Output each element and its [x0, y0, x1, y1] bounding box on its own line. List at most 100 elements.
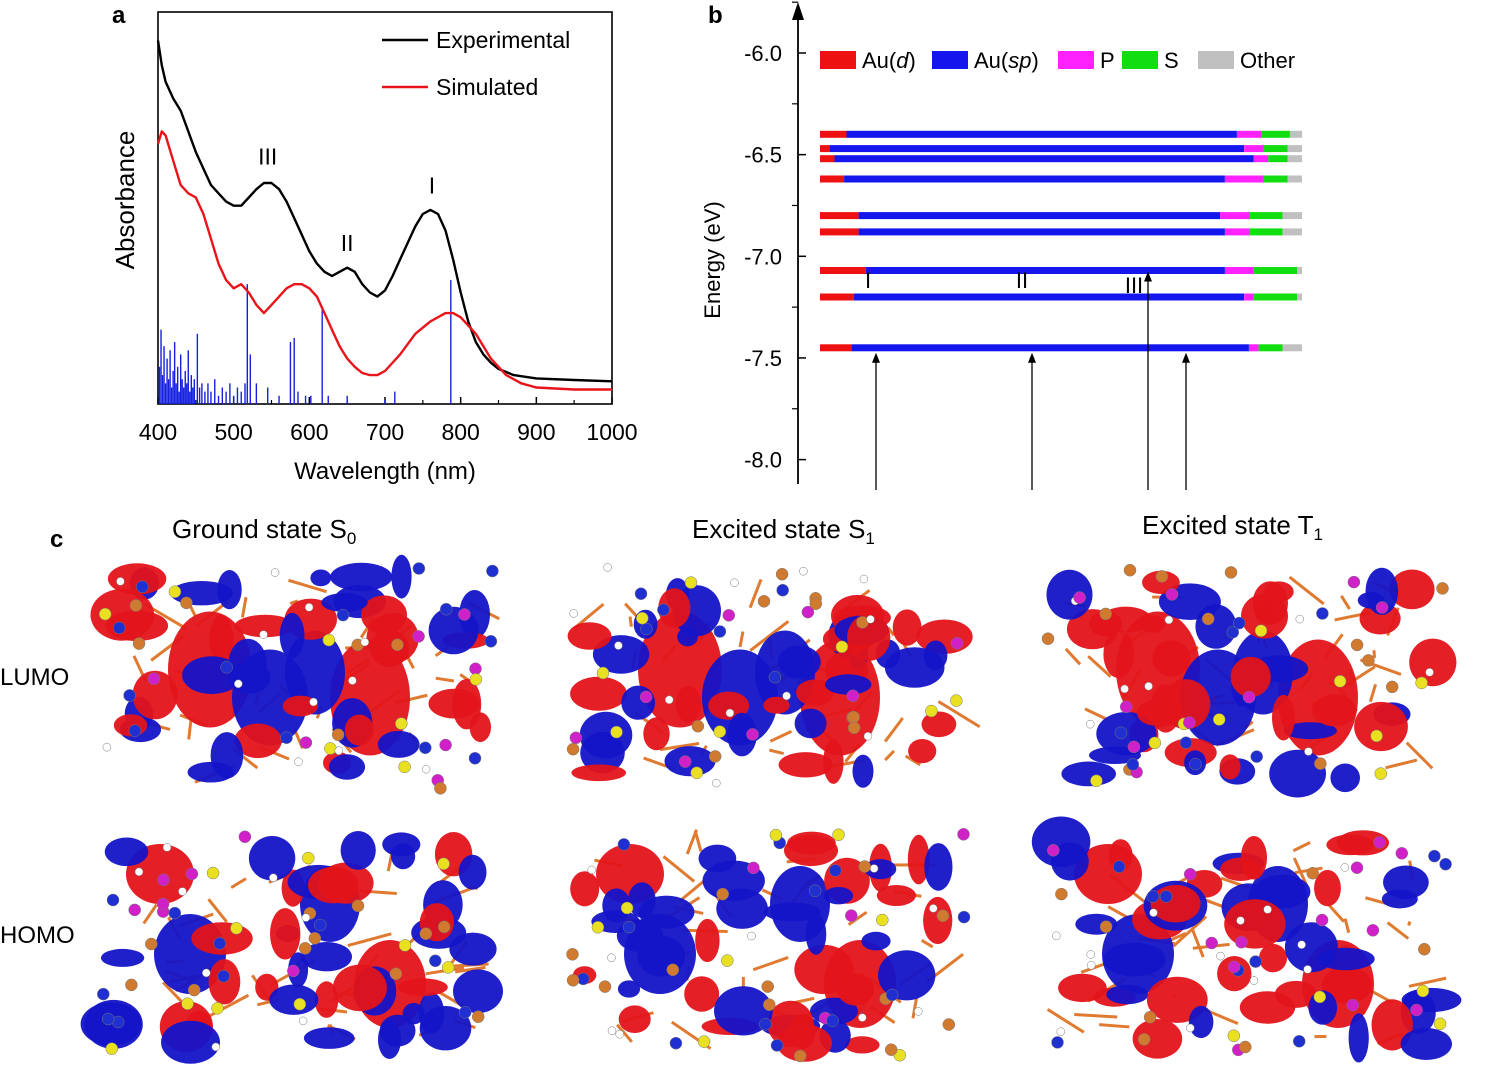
gold-atom: [708, 750, 722, 763]
nitrogen-atom: [106, 893, 120, 907]
level-segment-s: [1249, 212, 1283, 220]
hydrogen-atom: [270, 568, 280, 577]
bond: [883, 717, 904, 743]
gold-atom: [1224, 566, 1238, 579]
phosphorus-atom: [846, 689, 860, 703]
orbital-lobe-negative: [449, 932, 497, 966]
gold-atom: [761, 980, 774, 993]
hydrogen-atom: [1216, 951, 1225, 961]
gold-atom: [716, 887, 729, 901]
orbital-lobe-positive: [708, 691, 750, 720]
bond: [628, 616, 633, 627]
sulfur-atom: [181, 997, 194, 1010]
hydrogen-atom: [1425, 668, 1434, 677]
nitrogen-atom: [1051, 1036, 1064, 1049]
gold-atom: [1099, 607, 1112, 621]
nitrogen-atom: [657, 603, 670, 617]
bond: [1288, 575, 1325, 606]
legend-label-experimental: Experimental: [436, 27, 570, 53]
hydrogen-atom: [1086, 961, 1096, 970]
orbital-lobe-negative: [852, 754, 874, 788]
sulfur-atom: [324, 742, 337, 755]
orbital-lobe-negative: [1051, 842, 1089, 881]
level-segment-s: [1253, 293, 1298, 301]
x-tick-label: 600: [290, 419, 328, 445]
hydrogen-atom: [269, 873, 278, 882]
phosphorus-atom: [299, 736, 313, 749]
gold-atom: [419, 927, 433, 940]
orbital-lobe-positive: [570, 676, 627, 711]
orbital-lobe-negative: [1283, 722, 1337, 740]
sulfur-atom: [1370, 729, 1383, 743]
gold-atom: [471, 1010, 485, 1023]
transition-label: I: [865, 268, 871, 293]
hydrogen-atom: [863, 731, 873, 741]
bond: [615, 1023, 633, 1043]
orbital-lobe-negative: [104, 837, 149, 867]
sulfur-atom: [721, 954, 734, 967]
hydrogen-atom: [914, 1007, 923, 1016]
nitrogen-atom: [314, 918, 327, 932]
orbital-lobe-positive: [1409, 638, 1457, 687]
hydrogen-atom: [869, 864, 879, 873]
phosphorus-atom: [157, 873, 170, 887]
orbital-lobe-negative: [628, 882, 656, 918]
y-tick-label: -8.0: [744, 448, 782, 473]
legend-label-simulated: Simulated: [436, 74, 538, 100]
level-segment-p: [1224, 175, 1264, 183]
nitrogen-atom: [1292, 1035, 1306, 1048]
sulfur-atom: [620, 901, 634, 915]
phosphorus-atom: [722, 609, 736, 622]
orbital-lobe-negative: [428, 606, 479, 655]
orbital-lobe-positive: [332, 964, 387, 1012]
orbital-lobe-positive: [1272, 694, 1295, 741]
sulfur-atom: [1415, 676, 1428, 690]
gold-atom: [1385, 680, 1399, 694]
orbital-lobe-positive: [844, 1036, 880, 1054]
energy-level-diagram: -6.0-6.5-7.0-7.5-8.0-8.5-9.0-9.5-10.0Ene…: [700, 1, 1303, 490]
orbital-lobe-positive: [1314, 869, 1341, 907]
orbital-lobe-negative: [878, 950, 936, 1001]
orbital-lobe-negative: [824, 674, 872, 695]
orbital-lobe-positive: [1058, 973, 1107, 1003]
nitrogen-atom: [439, 602, 453, 616]
bond: [206, 993, 250, 1019]
level-segment-other: [1297, 267, 1302, 274]
nitrogen-atom: [1316, 607, 1329, 620]
orbital-lobe-negative: [330, 562, 393, 592]
gold-atom: [566, 948, 579, 961]
level-segment-p: [1244, 145, 1264, 153]
orbital-lobe-positive: [1089, 611, 1122, 637]
nitrogen-atom: [412, 562, 426, 575]
gold-atom: [566, 974, 580, 987]
orbital-lobe-negative: [269, 984, 319, 1015]
nitrogen-atom: [213, 937, 226, 950]
gold-atom: [331, 728, 345, 741]
level-segment-other: [1290, 130, 1303, 138]
orbital-lobe-positive: [398, 978, 448, 996]
orbital-lobe-positive: [638, 611, 722, 728]
column-title-excited-t1: Excited state T1: [1142, 510, 1323, 545]
orbital-lobe-positive: [1150, 884, 1201, 923]
legend-swatch: [1058, 51, 1094, 69]
peak-label: I: [429, 172, 435, 198]
orbital-lobe-negative: [763, 902, 821, 922]
hydrogen-atom: [1149, 908, 1158, 917]
bond: [1064, 647, 1082, 666]
hydrogen-atom: [348, 676, 357, 685]
level-segment-other: [1287, 145, 1302, 153]
nitrogen-atom: [885, 988, 899, 1002]
phosphorus-atom: [1375, 601, 1389, 614]
sulfur-atom: [105, 1042, 119, 1055]
orbital-lobe-positive: [1240, 836, 1267, 880]
orbital-lobe-positive: [921, 711, 957, 738]
orbital-homo-excited-s1: [566, 828, 971, 1063]
hydrogen-atom: [360, 637, 370, 647]
sulfur-atom: [697, 1035, 711, 1048]
sulfur-atom: [1433, 1017, 1447, 1031]
orbital-lumo-excited-s1: [566, 563, 981, 788]
plot-frame: [157, 11, 613, 405]
gold-atom: [566, 742, 580, 756]
phosphorus-atom: [678, 755, 692, 768]
nitrogen-atom: [1126, 758, 1140, 771]
